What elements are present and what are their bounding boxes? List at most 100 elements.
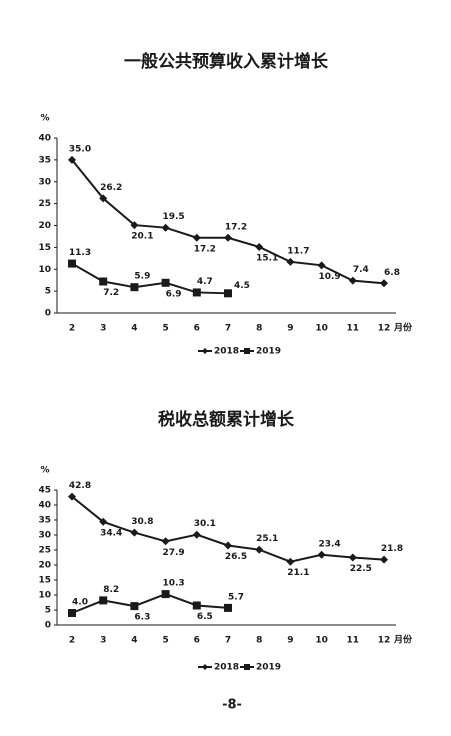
marker (192, 601, 201, 610)
x-tick-label: 7 (225, 324, 231, 334)
x-tick-label: 4 (131, 636, 137, 646)
x-tick-label: 5 (162, 324, 168, 334)
y-axis-label: % (40, 114, 49, 124)
y-tick-label: 5 (45, 287, 51, 297)
value-label: 30.8 (131, 517, 153, 527)
x-tick-label: 8 (256, 324, 262, 334)
value-label: 20.1 (131, 232, 153, 242)
marker (161, 537, 170, 546)
legend-marker (202, 664, 208, 670)
marker (192, 233, 201, 242)
marker (161, 590, 170, 599)
y-tick-label: 35 (38, 155, 51, 165)
value-label: 5.7 (228, 592, 244, 602)
marker (68, 155, 76, 164)
value-label: 4.5 (234, 281, 250, 291)
x-tick-label: 2 (69, 324, 75, 334)
marker (317, 550, 326, 559)
legend-marker (202, 348, 208, 354)
value-label: 5.9 (134, 272, 150, 282)
x-tick-label: 6 (194, 636, 200, 646)
marker (99, 517, 108, 526)
value-label: 17.2 (225, 222, 247, 232)
y-tick-label: 40 (38, 134, 51, 144)
marker (99, 596, 108, 605)
chart-title: 一般公共预算收入累计增长 (124, 51, 329, 72)
x-tick-label: 4 (131, 324, 137, 334)
x-tick-label: 6 (194, 324, 200, 334)
y-tick-label: 5 (45, 606, 51, 616)
value-label: 6.5 (197, 612, 213, 622)
y-tick-label: 20 (38, 221, 51, 231)
marker (286, 557, 295, 566)
legend-label: 2019 (256, 347, 281, 357)
y-tick-label: 45 (38, 486, 51, 496)
x-axis-label: 月份 (393, 634, 413, 646)
x-tick-label: 3 (100, 636, 106, 646)
marker (161, 278, 170, 287)
y-tick-label: 20 (38, 561, 51, 571)
y-axis-label: % (40, 466, 49, 476)
y-tick-label: 15 (38, 243, 51, 253)
x-tick-label: 7 (225, 636, 231, 646)
x-tick-label: 3 (100, 324, 106, 334)
marker (224, 289, 232, 298)
x-tick-label: 9 (287, 324, 293, 334)
value-label: 7.4 (353, 265, 369, 275)
y-tick-label: 40 (38, 501, 51, 511)
marker (68, 492, 76, 501)
value-label: 4.7 (197, 277, 213, 287)
x-tick-label: 12 (378, 324, 391, 334)
marker (286, 257, 295, 266)
y-tick-label: 0 (45, 621, 51, 631)
marker (255, 545, 264, 554)
x-tick-label: 8 (256, 636, 262, 646)
x-tick-label: 11 (347, 324, 360, 334)
legend-marker (244, 348, 250, 354)
value-label: 19.5 (162, 212, 184, 222)
series-line (71, 593, 229, 614)
x-tick-label: 10 (315, 636, 328, 646)
value-label: 10.9 (318, 272, 340, 282)
marker (99, 277, 108, 286)
marker (317, 261, 326, 270)
marker (161, 223, 170, 232)
y-tick-label: 15 (38, 576, 51, 586)
x-tick-label: 2 (69, 636, 75, 646)
value-label: 34.4 (100, 528, 122, 538)
page-number: -8- (222, 698, 242, 713)
value-label: 15.1 (256, 253, 278, 263)
chart-title: 税收总额累计增长 (158, 409, 295, 430)
value-label: 21.1 (287, 568, 309, 578)
value-label: 35.0 (69, 144, 91, 154)
x-tick-label: 9 (287, 636, 293, 646)
y-tick-label: 30 (38, 177, 51, 187)
marker (348, 553, 357, 562)
y-tick-label: 35 (38, 516, 51, 526)
y-tick-label: 10 (38, 591, 51, 601)
legend-label: 2018 (214, 663, 239, 673)
marker (224, 603, 232, 612)
y-tick-label: 30 (38, 531, 51, 541)
x-tick-label: 5 (162, 636, 168, 646)
marker (130, 602, 139, 611)
marker (348, 276, 357, 285)
marker (224, 233, 232, 242)
marker (130, 283, 139, 292)
value-label: 42.8 (69, 481, 91, 491)
series-line (71, 262, 229, 295)
legend-marker (244, 664, 250, 670)
marker (224, 541, 232, 550)
value-label: 22.5 (350, 564, 372, 574)
y-tick-label: 10 (38, 265, 51, 275)
y-tick-label: 25 (38, 546, 51, 556)
x-axis-label: 月份 (393, 322, 413, 334)
marker (255, 242, 264, 251)
value-label: 11.3 (69, 248, 91, 258)
value-label: 26.5 (225, 552, 247, 562)
y-tick-label: 25 (38, 199, 51, 209)
marker (192, 288, 201, 297)
legend-label: 2019 (256, 663, 281, 673)
legend-label: 2018 (214, 347, 239, 357)
